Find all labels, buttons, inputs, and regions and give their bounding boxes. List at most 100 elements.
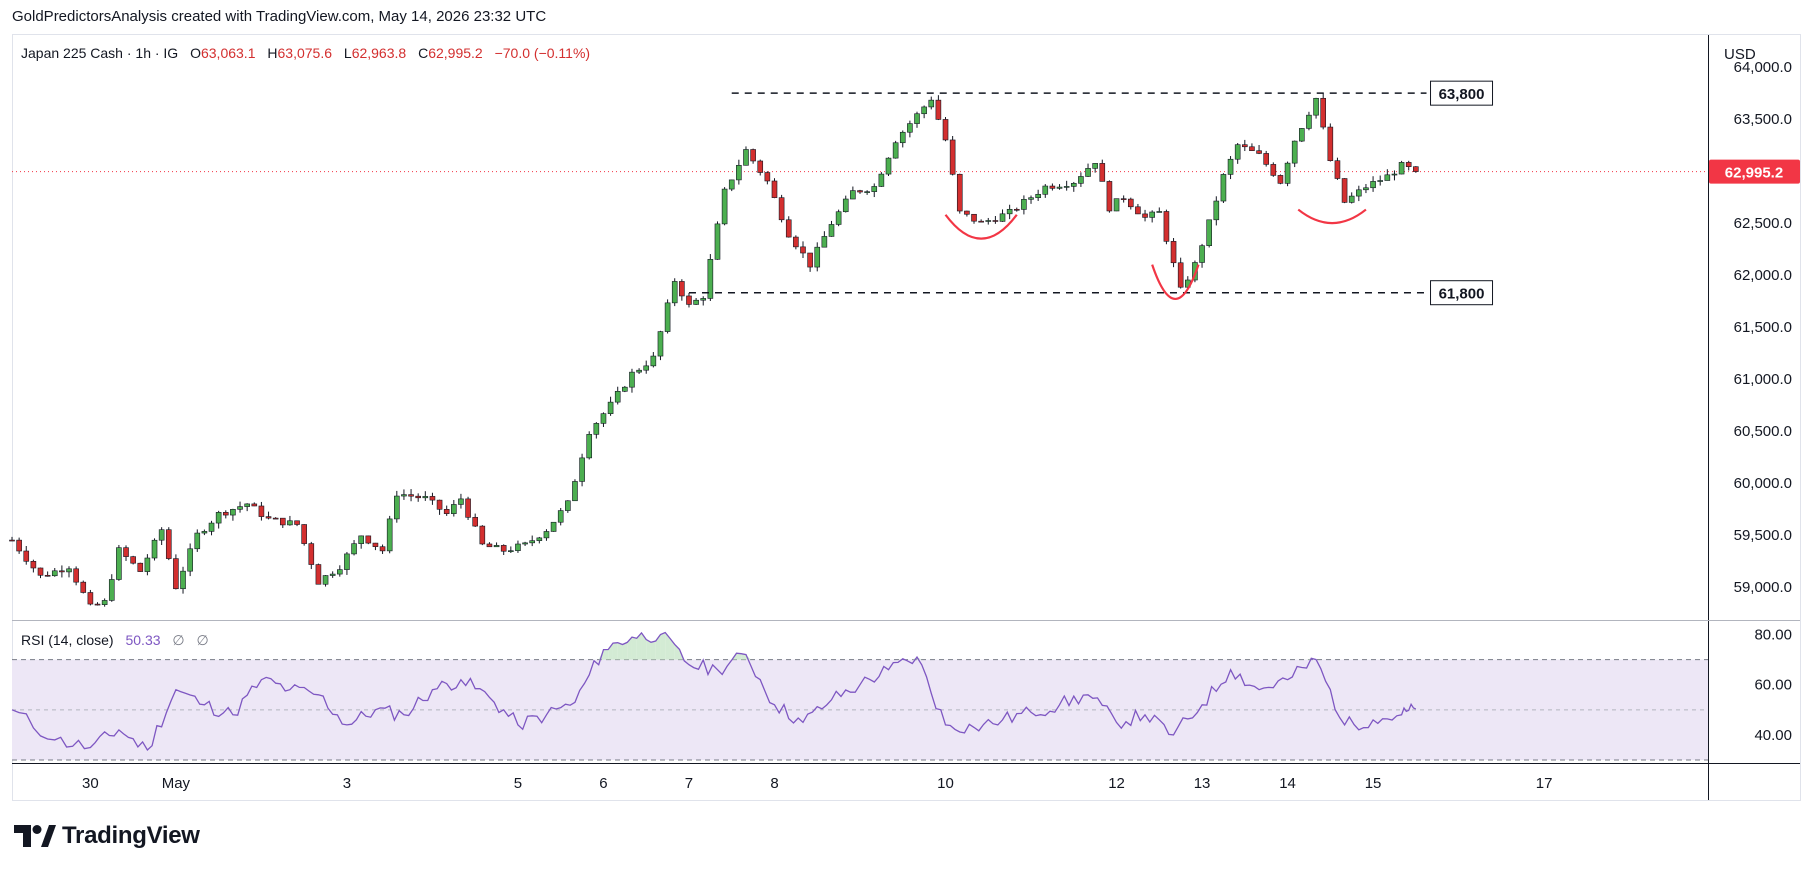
candle [1127,197,1134,210]
candle-body-down [123,547,129,557]
candle-body-up [1234,144,1241,160]
candle-body-down [258,505,265,517]
candle-body-down [173,558,179,590]
candle-body-down [94,603,101,606]
candle-body-up [1192,262,1198,281]
candle [785,216,792,238]
candle-body-up [244,503,250,507]
candle-body-up [1370,181,1376,189]
candle-body-up [1021,199,1027,210]
candle [1049,183,1056,191]
candle [500,544,507,556]
candle [44,571,51,577]
candle [23,545,30,565]
candle-body-down [16,539,22,552]
level-label-box[interactable] [1430,280,1494,306]
candle [493,542,500,548]
candle-body-up [1113,198,1120,212]
currency-label[interactable]: USD [1724,46,1756,63]
pattern-arc[interactable] [1151,264,1200,300]
candle [180,566,186,594]
candle [16,537,22,554]
candle-body-up [66,568,72,573]
candle [1356,185,1362,202]
candle-body-down [771,180,778,198]
level-label-box[interactable] [1430,80,1494,106]
rsi-tick-label: 60.00 [1754,677,1792,694]
price-tick-label: 60,000.0 [1734,475,1792,492]
candle [821,231,828,248]
candle [436,499,443,515]
candle [650,352,657,368]
candle [636,368,642,374]
candle [679,279,685,301]
time-tick-label: 12 [1108,775,1125,792]
candle [451,499,457,517]
candle-body-down [757,160,764,173]
candle [1363,183,1369,194]
level-label[interactable]: 63,800 [1439,86,1485,103]
candle [315,563,322,585]
candle-body-down [1142,213,1148,218]
candle-body-down [778,197,785,221]
candle [1341,178,1348,204]
rsi-pane: 80.00 60.00 40.00 [11,627,1792,761]
candle-body-up [1313,97,1319,116]
candle-body-up [999,213,1006,222]
candle [657,330,664,361]
candle-body-up [650,355,657,367]
candle-body-down [165,529,172,559]
candle [764,171,771,185]
candle [550,521,557,532]
candle-body-up [108,579,115,601]
rsi-extra-1: ∅ [172,632,184,648]
candle [1135,203,1141,215]
candle-body-down [465,498,471,518]
candle [379,544,386,554]
candle [978,219,984,223]
candle [878,172,885,187]
candle-body-down [80,581,87,593]
candle [1291,140,1298,168]
annotation-layer[interactable]: 63,800 61,800 [688,80,1494,306]
price-tick-label: 61,000.0 [1734,371,1792,388]
candle [108,574,115,602]
candle [329,571,336,578]
candle [807,252,813,272]
candle [1120,195,1127,203]
candle [964,210,970,217]
candle [622,385,628,393]
candlestick-series [9,92,1419,607]
rsi-tick-label: 80.00 [1754,627,1792,644]
candle-body-up [914,113,920,124]
candle-body-up [329,573,336,576]
candle [358,535,364,549]
candle-body-up [151,539,158,559]
candle [1106,180,1113,213]
candle-body-down [942,119,949,141]
rsi-overbought-fill [741,653,746,660]
candle-body-up [899,131,906,144]
price-tick-label: 60,500.0 [1734,423,1792,440]
candle-body-up [557,510,564,523]
candle [1149,210,1155,223]
candle [907,120,913,138]
candle-body-up [907,123,913,133]
pattern-arc[interactable] [944,214,1018,240]
candle [1413,166,1419,173]
candle-body-up [422,496,429,499]
candle [1199,243,1205,268]
candle [1398,160,1405,175]
candle-body-up [336,569,343,575]
tradingview-logo[interactable]: TradingView [14,822,200,850]
time-tick-label: 7 [685,775,693,792]
candle [272,517,279,520]
candle [144,554,151,576]
candle [301,524,307,546]
candle [394,490,400,523]
candle-body-down [37,567,44,576]
pattern-arc[interactable] [1297,208,1367,225]
candle-body-up [529,540,536,544]
level-label[interactable]: 61,800 [1439,286,1485,303]
